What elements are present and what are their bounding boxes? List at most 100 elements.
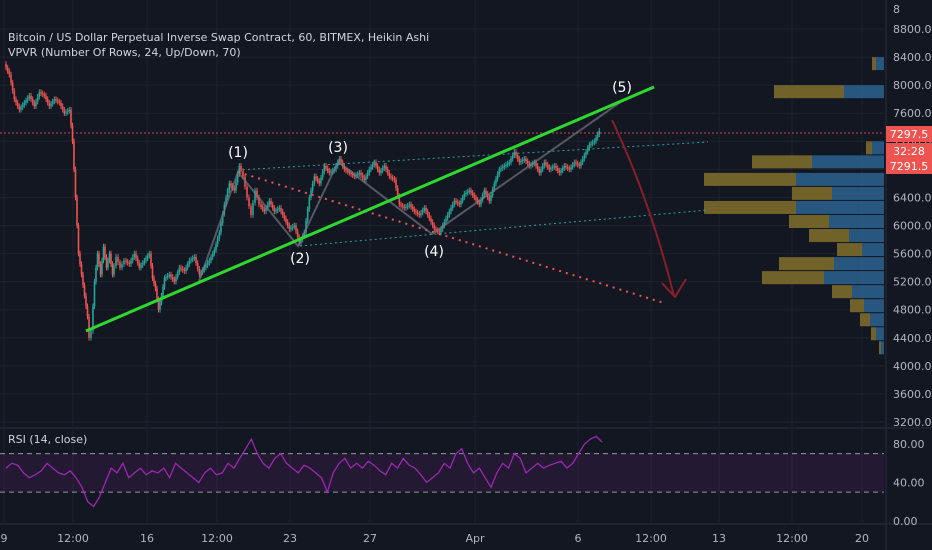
- candle-body: [580, 162, 582, 166]
- candle-body: [538, 169, 541, 173]
- volume-profile-up-bar: [876, 57, 884, 71]
- candle-body: [430, 218, 432, 222]
- time-tick-label: 6: [575, 532, 582, 545]
- candle-body: [311, 183, 314, 191]
- candle-body: [228, 183, 231, 191]
- last-price-badge: 7297.5: [890, 128, 929, 141]
- candle-body: [26, 98, 29, 101]
- price-tick-label: 3600.0: [893, 388, 932, 401]
- candle-body: [541, 165, 544, 170]
- candle-body: [565, 165, 567, 168]
- candle-body: [398, 196, 401, 205]
- time-tick-label: 12:00: [776, 532, 808, 545]
- candle-body: [435, 229, 437, 231]
- candle-body: [138, 262, 141, 268]
- candle-body: [456, 202, 459, 204]
- rsi-band-fill: [0, 453, 884, 493]
- chart-title: Bitcoin / US Dollar Perpetual Inverse Sw…: [8, 31, 430, 44]
- candle-body: [6, 67, 9, 72]
- candle-body: [470, 190, 472, 193]
- candle-body: [515, 151, 517, 156]
- candle-body: [133, 253, 136, 258]
- candle-body: [11, 82, 14, 91]
- candle-body: [381, 168, 384, 171]
- candle-body: [546, 164, 549, 168]
- channel-upper-line: [237, 141, 709, 171]
- volume-profile-down-bar: [871, 327, 876, 341]
- volume-profile-up-bar: [832, 186, 884, 200]
- candle-body: [306, 209, 309, 221]
- candle-body: [252, 202, 254, 215]
- candle-body: [188, 260, 191, 265]
- volume-profile-up-bar: [862, 243, 884, 257]
- candle-body: [250, 206, 252, 215]
- price-tick-label: 5600.0: [893, 248, 932, 261]
- candle-body: [391, 177, 394, 179]
- volume-profile-up-bar: [796, 172, 884, 186]
- candle-body: [321, 171, 324, 178]
- candle-body: [583, 155, 586, 159]
- candle-body: [556, 168, 559, 171]
- candle-body: [93, 281, 96, 307]
- candle-body: [585, 151, 587, 156]
- candle-body: [55, 99, 57, 101]
- candle-body: [551, 167, 554, 169]
- volume-profile-down-bar: [792, 186, 832, 200]
- candle-body: [363, 177, 366, 180]
- candle-body: [576, 163, 579, 165]
- candle-body: [90, 330, 92, 338]
- price-tick-label: 7600.0: [893, 107, 932, 120]
- candle-body: [191, 258, 194, 260]
- candle-body: [563, 165, 566, 169]
- candle-body: [146, 255, 149, 259]
- candle-body: [316, 178, 319, 182]
- candle-body: [496, 174, 499, 179]
- volume-profile-up-bar: [844, 85, 884, 99]
- time-tick-label: Apr: [465, 532, 485, 545]
- volume-profile-up-bar: [864, 299, 884, 313]
- candle-body: [308, 197, 311, 210]
- candle-body: [388, 172, 391, 177]
- price-tick-label: 8000.0: [893, 79, 932, 92]
- candle-body: [40, 92, 42, 94]
- candle-body: [173, 279, 176, 282]
- candle-body: [230, 183, 232, 186]
- candle-body: [226, 190, 229, 198]
- candle-body: [401, 205, 404, 207]
- candle-body: [400, 204, 402, 206]
- candle-body: [275, 210, 277, 212]
- price-tick-label: 8400.0: [893, 51, 932, 64]
- price-tick-label: 8800.0: [893, 23, 932, 36]
- candle-body: [453, 200, 456, 205]
- candle-body: [168, 274, 171, 276]
- candle-body: [315, 176, 317, 179]
- candle-body: [105, 257, 108, 268]
- candle-body: [431, 221, 434, 226]
- candle-body: [475, 197, 477, 200]
- candle-body: [280, 207, 282, 212]
- candle-body: [373, 162, 376, 165]
- candle-body: [510, 158, 512, 163]
- candle-body: [185, 267, 187, 272]
- candle-body: [181, 268, 184, 270]
- candle-body: [288, 225, 291, 230]
- candle-body: [591, 142, 594, 144]
- candle-body: [56, 100, 59, 102]
- candle-body: [428, 214, 431, 219]
- candle-body: [403, 206, 406, 208]
- candle-body: [148, 253, 151, 256]
- candle-body: [8, 71, 11, 75]
- price-tick-label: 4000.0: [893, 360, 932, 373]
- candle-body: [450, 207, 452, 212]
- candle-body: [176, 272, 179, 277]
- candle-body: [286, 221, 289, 226]
- candle-body: [451, 204, 454, 208]
- candle-body: [543, 162, 546, 166]
- candle-body: [520, 161, 522, 163]
- candle-body: [236, 174, 239, 183]
- candle-body: [18, 106, 21, 110]
- time-tick-label: 16: [140, 532, 154, 545]
- volume-profile-down-bar: [866, 141, 872, 155]
- candle-body: [43, 94, 46, 96]
